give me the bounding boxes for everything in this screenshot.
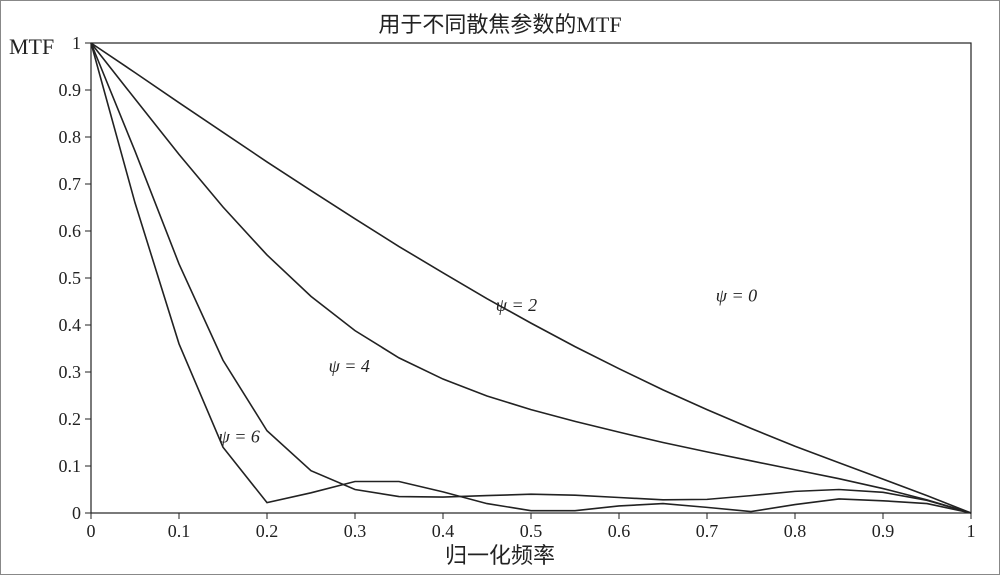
x-tick-label: 0.2	[256, 521, 279, 541]
x-tick-label: 0.9	[872, 521, 895, 541]
x-tick-label: 0.3	[344, 521, 367, 541]
x-tick-label: 1	[967, 521, 976, 541]
y-tick-label: 0.3	[59, 362, 82, 382]
x-tick-label: 0.1	[168, 521, 191, 541]
y-tick-label: 0.5	[59, 268, 82, 288]
x-tick-label: 0.8	[784, 521, 807, 541]
y-tick-label: 1	[72, 33, 81, 53]
y-tick-label: 0.7	[59, 174, 82, 194]
plot-svg: 0 0.1 0.2 0.3 0.4 0.5 0.6 0.7 0.8 0.9 1 0 0.1 0.2 0.3 0…	[1, 1, 1000, 576]
y-tick-label: 0.1	[59, 456, 82, 476]
series-label-psi0: ψ = 0	[716, 286, 757, 306]
x-tick-label: 0	[87, 521, 96, 541]
y-tick-label: 0.9	[59, 80, 82, 100]
y-tick-label: 0.8	[59, 127, 82, 147]
y-tick-label: 0.4	[59, 315, 82, 335]
y-tick-label: 0.6	[59, 221, 82, 241]
x-tick-label: 0.6	[608, 521, 631, 541]
y-tick-label: 0.2	[59, 409, 82, 429]
series-label-psi4: ψ = 4	[329, 356, 370, 376]
x-tick-label: 0.5	[520, 521, 543, 541]
series-label-psi6: ψ = 6	[219, 427, 260, 447]
series-label-psi2: ψ = 2	[496, 295, 537, 315]
mtf-chart: 用于不同散焦参数的MTF MTF 归一化频率 00.10.20.30.40.50…	[0, 0, 1000, 575]
x-tick-label: 0.4	[432, 521, 455, 541]
y-tick-label: 0	[72, 503, 81, 523]
x-tick-label: 0.7	[696, 521, 719, 541]
